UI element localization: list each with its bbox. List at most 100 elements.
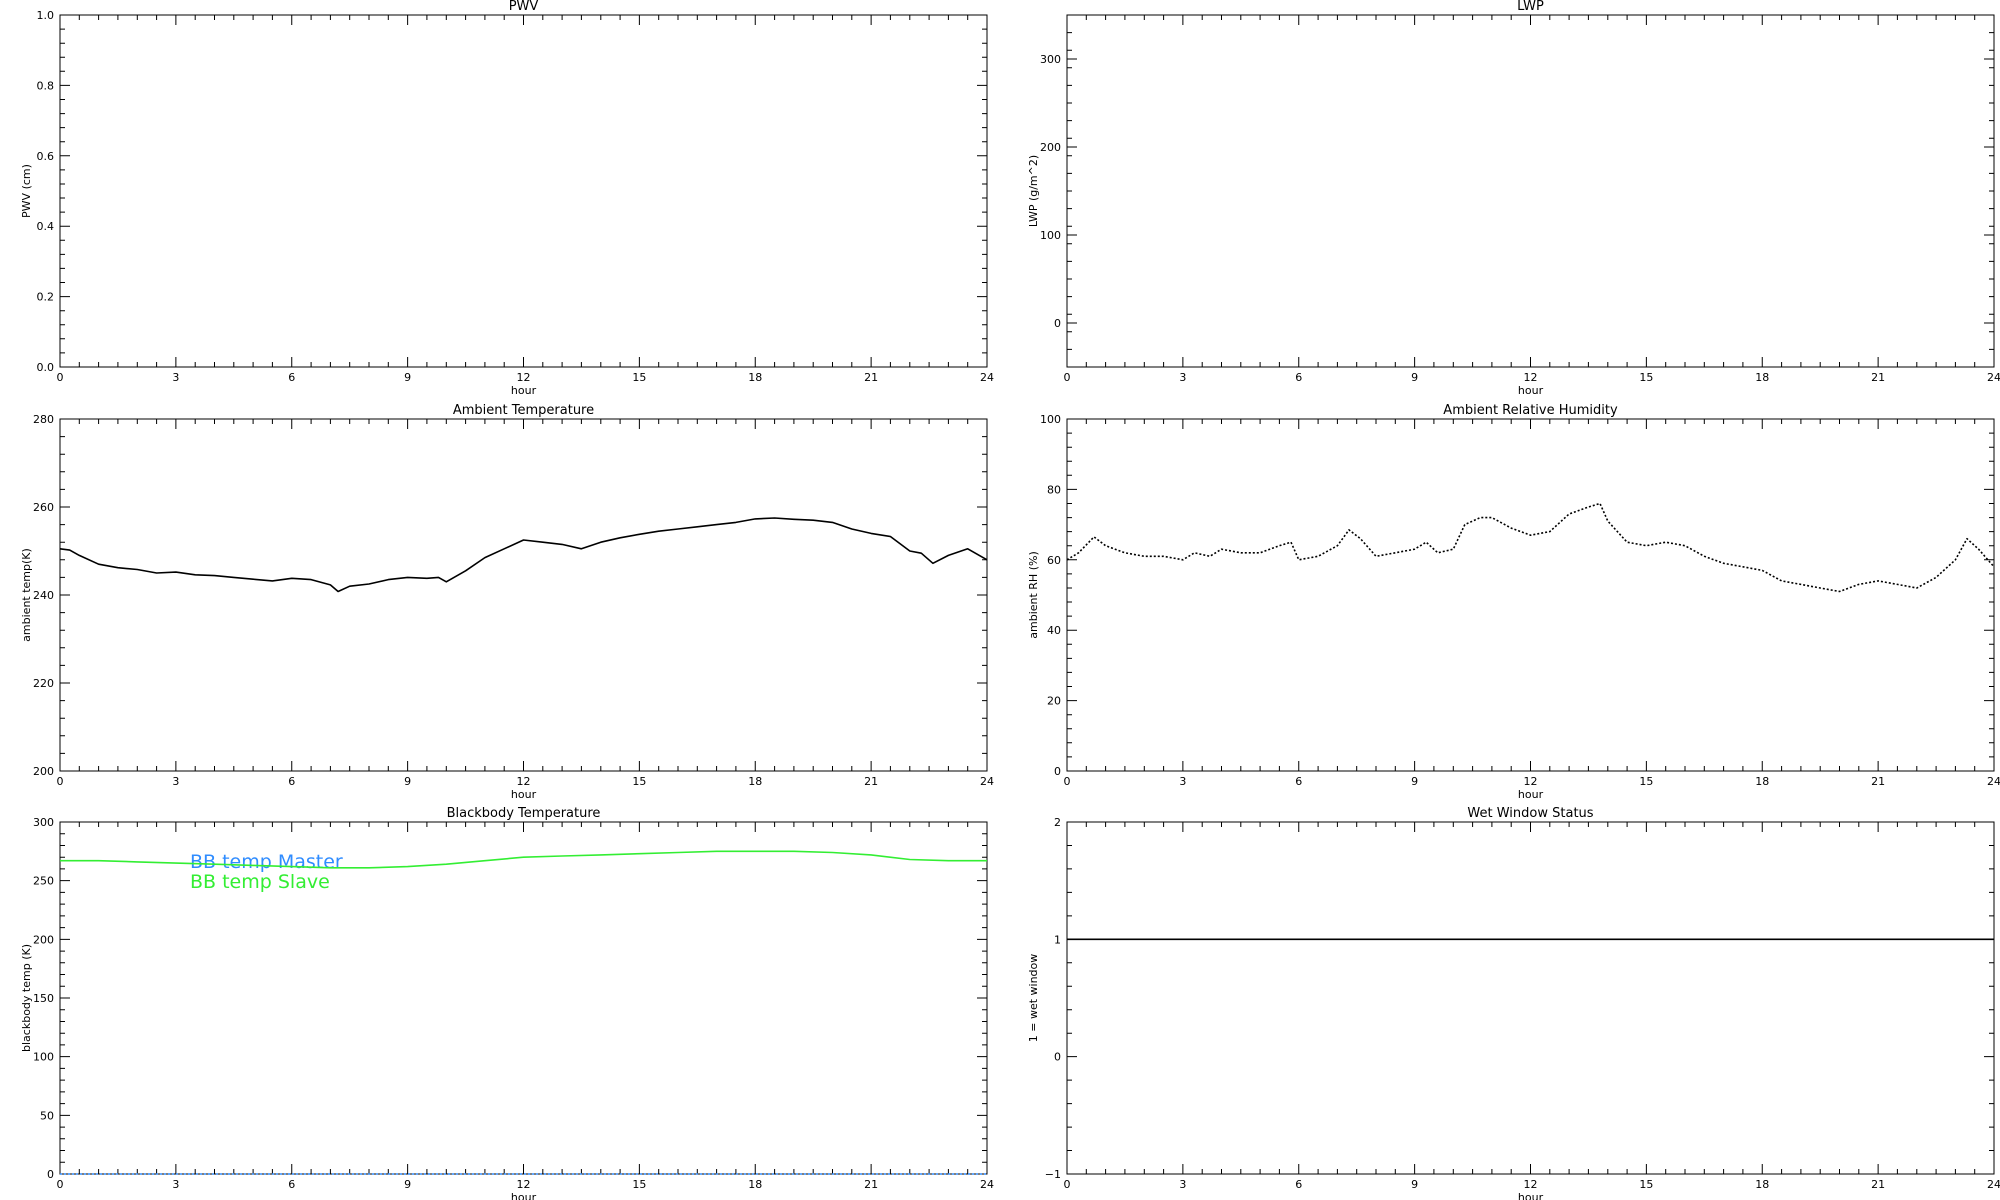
ambient-temperature-x-tick-label: 3 <box>172 775 179 788</box>
lwp-x-tick-label: 21 <box>1871 371 1885 384</box>
chart-lwp: LWP 0 3 6 9 12 15 18 21 24 0 100 200 300 hour LWP (g/m^… <box>1027 0 2000 397</box>
lwp-y-tick-label: 200 <box>1040 141 1061 154</box>
blackbody-temperature-x-minor-ticks <box>78 822 969 1174</box>
ambient-rh-y-tick-label: 0 <box>1054 765 1061 778</box>
pwv-x-minor-ticks <box>78 15 969 367</box>
ambient-rh-y-tick-label: 60 <box>1047 554 1061 567</box>
pwv-x-tick-label: 24 <box>980 371 994 384</box>
lwp-x-tick-label: 24 <box>1987 371 2000 384</box>
blackbody-temperature-y-tick-label: 250 <box>33 875 54 888</box>
wet-window-status-x-tick-label: 9 <box>1411 1178 1418 1191</box>
ambient-temperature-x-tick-label: 9 <box>404 775 411 788</box>
lwp-y-axis-label: LWP (g/m^2) <box>1027 155 1040 227</box>
lwp-title: LWP <box>1517 0 1544 14</box>
ambient-rh-x-tick-label: 24 <box>1987 775 2000 788</box>
ambient-temperature-title: Ambient Temperature <box>453 403 594 418</box>
pwv-x-tick-label: 12 <box>517 371 531 384</box>
chart-ambient-rh: Ambient Relative Humidity 0 3 6 9 12 15 18 21 24 0… <box>1027 403 2000 801</box>
blackbody-temperature-x-axis-label: hour <box>511 1191 537 1200</box>
ambient-temperature-x-minor-ticks <box>78 419 969 771</box>
pwv-x-tick-label: 6 <box>288 371 295 384</box>
ambient-temperature-y-tick-label: 280 <box>33 413 54 426</box>
ambient-rh-x-tick-label: 12 <box>1524 775 1538 788</box>
pwv-x-axis-label: hour <box>511 384 537 397</box>
wet-window-status-title: Wet Window Status <box>1467 806 1593 821</box>
ambient-temperature-plot-frame <box>59 418 988 772</box>
wet-window-status-y-minor-ticks <box>1067 845 1994 1151</box>
ambient-temperature-x-tick-label: 12 <box>517 775 531 788</box>
blackbody-temperature-x-tick-label: 24 <box>980 1178 994 1191</box>
ambient-temperature-y-minor-ticks <box>60 436 987 754</box>
lwp-y-tick-label: 0 <box>1054 317 1061 330</box>
wet-window-status-y-tick-label: 2 <box>1054 816 1061 829</box>
pwv-x-tick-label: 21 <box>864 371 878 384</box>
blackbody-temperature-x-tick-label: 18 <box>748 1178 762 1191</box>
blackbody-temperature-y-tick-label: 200 <box>33 933 54 946</box>
ambient-temperature-y-tick-label: 240 <box>33 589 54 602</box>
blackbody-temperature-y-minor-ticks <box>60 833 987 1163</box>
ambient-temperature-x-tick-label: 24 <box>980 775 994 788</box>
pwv-y-tick-label: 0.4 <box>37 220 55 233</box>
ambient-rh-x-tick-label: 15 <box>1639 775 1653 788</box>
ambient-rh-y-minor-ticks <box>1067 432 1994 758</box>
ambient-rh-x-tick-label: 21 <box>1871 775 1885 788</box>
pwv-x-tick-label: 0 <box>57 371 64 384</box>
blackbody-temperature-y-tick-label: 100 <box>33 1051 54 1064</box>
wet-window-status-plot-frame <box>1066 821 1995 1175</box>
lwp-x-tick-label: 12 <box>1524 371 1538 384</box>
ambient-rh-y-tick-label: 20 <box>1047 695 1061 708</box>
pwv-x-tick-label: 15 <box>632 371 646 384</box>
ambient-rh-x-tick-label: 9 <box>1411 775 1418 788</box>
lwp-y-tick-label: 100 <box>1040 229 1061 242</box>
pwv-x-tick-label: 3 <box>172 371 179 384</box>
lwp-x-tick-label: 15 <box>1639 371 1653 384</box>
blackbody-temperature-y-tick-label: 300 <box>33 816 54 829</box>
wet-window-status-y-tick-label: −1 <box>1045 1168 1061 1181</box>
ambient-rh-x-minor-ticks <box>1085 419 1976 771</box>
ambient-rh-y-tick-label: 100 <box>1040 413 1061 426</box>
lwp-x-axis-label: hour <box>1518 384 1544 397</box>
wet-window-status-x-tick-label: 24 <box>1987 1178 2000 1191</box>
wet-window-status-x-axis-label: hour <box>1518 1191 1544 1200</box>
pwv-y-tick-label: 0.8 <box>37 79 55 92</box>
wet-window-status-x-tick-label: 18 <box>1755 1178 1769 1191</box>
wet-window-status-y-axis-label: 1 = wet window <box>1027 954 1040 1043</box>
ambient-rh-y-tick-label: 40 <box>1047 624 1061 637</box>
pwv-y-axis-label: PWV (cm) <box>20 164 33 218</box>
ambient-rh-plot-frame <box>1066 418 1995 772</box>
blackbody-temperature-series-1-line <box>60 850 987 869</box>
chart-blackbody-temperature: Blackbody Temperature 0 3 6 9 12 15 18 21 24 0 50 10… <box>20 806 994 1200</box>
blackbody-temperature-y-tick-label: 50 <box>40 1109 54 1122</box>
blackbody-temperature-x-tick-label: 3 <box>172 1178 179 1191</box>
blackbody-temperature-x-tick-label: 0 <box>57 1178 64 1191</box>
chart-ambient-temperature: Ambient Temperature 0 3 6 9 12 15 18 21 24 200 220 2… <box>20 403 994 801</box>
lwp-y-tick-label: 300 <box>1040 53 1061 66</box>
blackbody-temperature-x-tick-label: 21 <box>864 1178 878 1191</box>
wet-window-status-x-tick-label: 21 <box>1871 1178 1885 1191</box>
lwp-x-tick-label: 3 <box>1179 371 1186 384</box>
blackbody-temperature-legend-entry: BB temp Master <box>190 851 343 873</box>
wet-window-status-y-tick-label: 1 <box>1054 933 1061 946</box>
wet-window-status-x-tick-label: 6 <box>1295 1178 1302 1191</box>
ambient-rh-title: Ambient Relative Humidity <box>1443 403 1618 418</box>
ambient-temperature-y-tick-label: 260 <box>33 501 54 514</box>
pwv-plot-frame <box>59 14 988 368</box>
wet-window-status-x-minor-ticks <box>1085 822 1976 1174</box>
pwv-y-tick-label: 0.2 <box>37 291 55 304</box>
ambient-rh-x-tick-label: 6 <box>1295 775 1302 788</box>
pwv-y-tick-label: 0.6 <box>37 150 55 163</box>
blackbody-temperature-x-tick-label: 6 <box>288 1178 295 1191</box>
lwp-x-tick-label: 9 <box>1411 371 1418 384</box>
lwp-x-tick-label: 0 <box>1064 371 1071 384</box>
lwp-x-minor-ticks <box>1085 15 1976 367</box>
ambient-rh-y-axis-label: ambient RH (%) <box>1027 551 1040 639</box>
blackbody-temperature-y-tick-label: 150 <box>33 992 54 1005</box>
ambient-temperature-x-axis-label: hour <box>511 788 537 801</box>
ambient-rh-y-tick-label: 80 <box>1047 483 1061 496</box>
wet-window-status-x-tick-label: 0 <box>1064 1178 1071 1191</box>
lwp-x-tick-label: 18 <box>1755 371 1769 384</box>
pwv-x-tick-label: 18 <box>748 371 762 384</box>
chart-pwv: PWV 0 3 6 9 12 15 18 21 24 0.0 0.2 0.4 0.6 0.8 1.0 hour P… <box>20 0 994 397</box>
